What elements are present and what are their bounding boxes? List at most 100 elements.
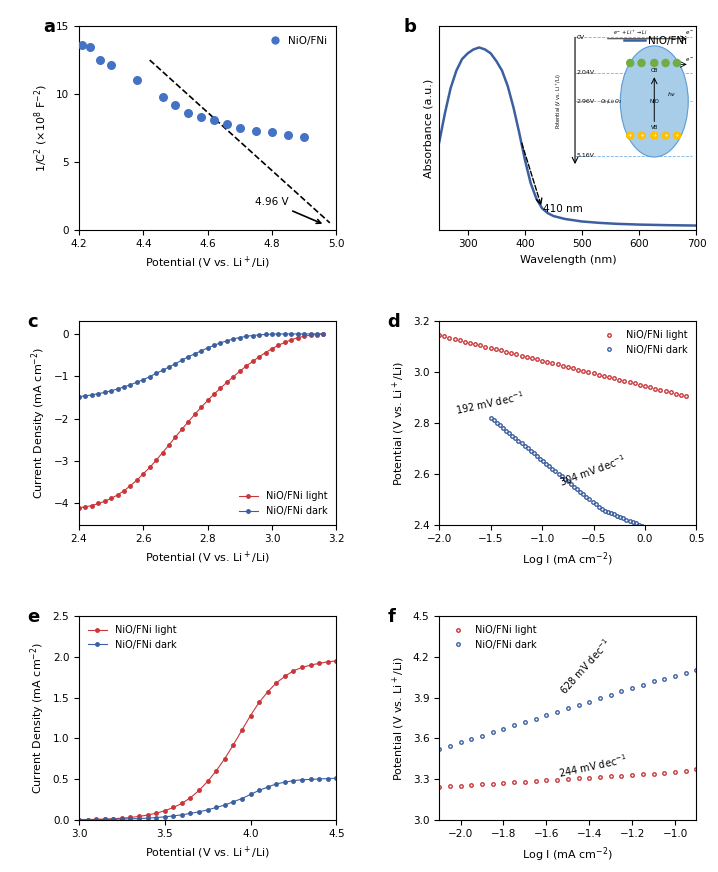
NiO/FNi dark [681, 668, 690, 678]
NiO/FNi dark [682, 532, 691, 542]
Legend: NiO/FNi light, NiO/FNi dark: NiO/FNi light, NiO/FNi dark [444, 621, 541, 654]
Line: NiO/FNi light: NiO/FNi light [78, 332, 325, 509]
NiO/FNi dark [146, 371, 154, 382]
NiO/FNi dark [184, 351, 192, 362]
NiO/FNi light [164, 439, 173, 450]
NiO/FNi light [628, 770, 636, 780]
NiO/FNi dark [616, 512, 625, 522]
NiO/FNi dark [220, 800, 229, 810]
NiO/FNi light [579, 365, 587, 376]
NiO/FNi light [435, 330, 444, 340]
Text: c: c [27, 313, 38, 331]
NiO/FNi light [294, 332, 302, 343]
NiO/FNi light [589, 368, 598, 378]
NiO/FNi light [126, 480, 135, 491]
NiO/FNi light [109, 814, 118, 824]
NiO/FNi light [635, 379, 644, 390]
NiO/FNi dark [190, 349, 199, 359]
NiO/FNi light [314, 658, 323, 669]
NiO/FNi light [502, 346, 510, 357]
NiO/FNi light [512, 349, 521, 359]
NiO/FNi light [446, 781, 454, 792]
NiO/FNi dark [272, 779, 281, 789]
NiO/FNi light [682, 391, 691, 401]
NiO/FNi light [681, 766, 690, 776]
NiO/FNi dark [135, 814, 144, 824]
NiO/FNi light [574, 773, 583, 784]
NiO/FNi dark [505, 428, 513, 439]
NiO/FNi light [466, 337, 475, 348]
NiO/FNi light [197, 402, 205, 412]
NiO/FNi dark [268, 329, 276, 339]
Y-axis label: 1/C$^2$ (×10$^8$ F$^{-2}$): 1/C$^2$ (×10$^8$ F$^{-2}$) [33, 84, 50, 172]
NiO/FNi dark [281, 777, 289, 787]
Text: a: a [43, 18, 55, 36]
NiO/FNi dark [210, 340, 218, 351]
NiO/FNi light [596, 772, 605, 782]
NiO/FNi light [118, 813, 126, 823]
NiO/FNi dark [574, 700, 583, 711]
NiO/FNi light [281, 337, 289, 348]
NiO/FNi light [554, 359, 562, 370]
Y-axis label: Current Density (mA cm$^{-2}$): Current Density (mA cm$^{-2}$) [29, 642, 47, 794]
NiO/FNi light [488, 779, 497, 789]
Text: f: f [388, 608, 396, 626]
NiO/FNi light [101, 496, 109, 507]
NiO/FNi light [656, 385, 665, 395]
NiO/FNi light [146, 462, 154, 473]
NiO/FNi light [101, 814, 109, 824]
NiO/FNi light [671, 767, 679, 778]
Y-axis label: Current Density (mA cm$^{-2}$): Current Density (mA cm$^{-2}$) [29, 347, 48, 499]
Text: 304 mV dec$^{-1}$: 304 mV dec$^{-1}$ [558, 452, 628, 488]
NiO/FNi light [261, 347, 270, 358]
NiO/FNi dark [88, 390, 96, 400]
NiO/FNi light [521, 776, 529, 787]
NiO/FNi light [92, 814, 101, 825]
NiO/FNi dark [83, 814, 92, 825]
NiO/FNi dark [477, 731, 486, 741]
NiO/FNi light [287, 335, 296, 345]
NiO/FNi light [177, 798, 186, 808]
NiO/FNi light [638, 769, 647, 780]
NiO/FNi dark [236, 332, 244, 343]
NiO/FNi light [440, 331, 449, 342]
NiO/FNi light [455, 335, 464, 345]
Point [182, 106, 194, 120]
NiO/FNi dark [113, 384, 122, 394]
NiO/FNi dark [692, 665, 701, 676]
X-axis label: Log I (mA cm$^{-2}$): Log I (mA cm$^{-2}$) [522, 845, 613, 863]
NiO/FNi dark [521, 717, 529, 727]
X-axis label: Wavelength (nm): Wavelength (nm) [520, 255, 616, 265]
NiO/FNi light [323, 657, 332, 667]
Line: NiO/FNi light: NiO/FNi light [78, 659, 338, 821]
NiO/FNi dark [457, 737, 465, 747]
NiO/FNi light [220, 753, 229, 764]
Point [106, 58, 117, 72]
NiO/FNi dark [101, 814, 109, 825]
Legend: NiO/FNi: NiO/FNi [620, 31, 691, 50]
Legend: NiO/FNi: NiO/FNi [261, 31, 331, 50]
NiO/FNi dark [533, 451, 541, 461]
NiO/FNi light [203, 776, 212, 787]
NiO/FNi dark [300, 329, 309, 339]
NiO/FNi light [246, 711, 255, 721]
Text: 410 nm: 410 nm [544, 204, 583, 215]
NiO/FNi light [610, 373, 618, 384]
NiO/FNi light [574, 364, 582, 375]
NiO/FNi dark [248, 330, 257, 341]
NiO/FNi light [120, 486, 129, 496]
NiO/FNi light [450, 334, 459, 344]
NiO/FNi light [605, 372, 613, 383]
NiO/FNi light [533, 354, 541, 364]
NiO/FNi light [160, 806, 169, 816]
NiO/FNi dark [499, 724, 508, 734]
NiO/FNi dark [542, 710, 551, 720]
NiO/FNi dark [195, 807, 203, 817]
Text: 244 mV dec$^{-1}$: 244 mV dec$^{-1}$ [557, 752, 628, 780]
NiO/FNi dark [151, 813, 160, 823]
NiO/FNi light [510, 777, 518, 787]
X-axis label: Potential (V vs. Li$^+$/Li): Potential (V vs. Li$^+$/Li) [145, 550, 270, 566]
Point [169, 98, 181, 112]
NiO/FNi dark [435, 744, 444, 754]
NiO/FNi light [306, 660, 314, 671]
